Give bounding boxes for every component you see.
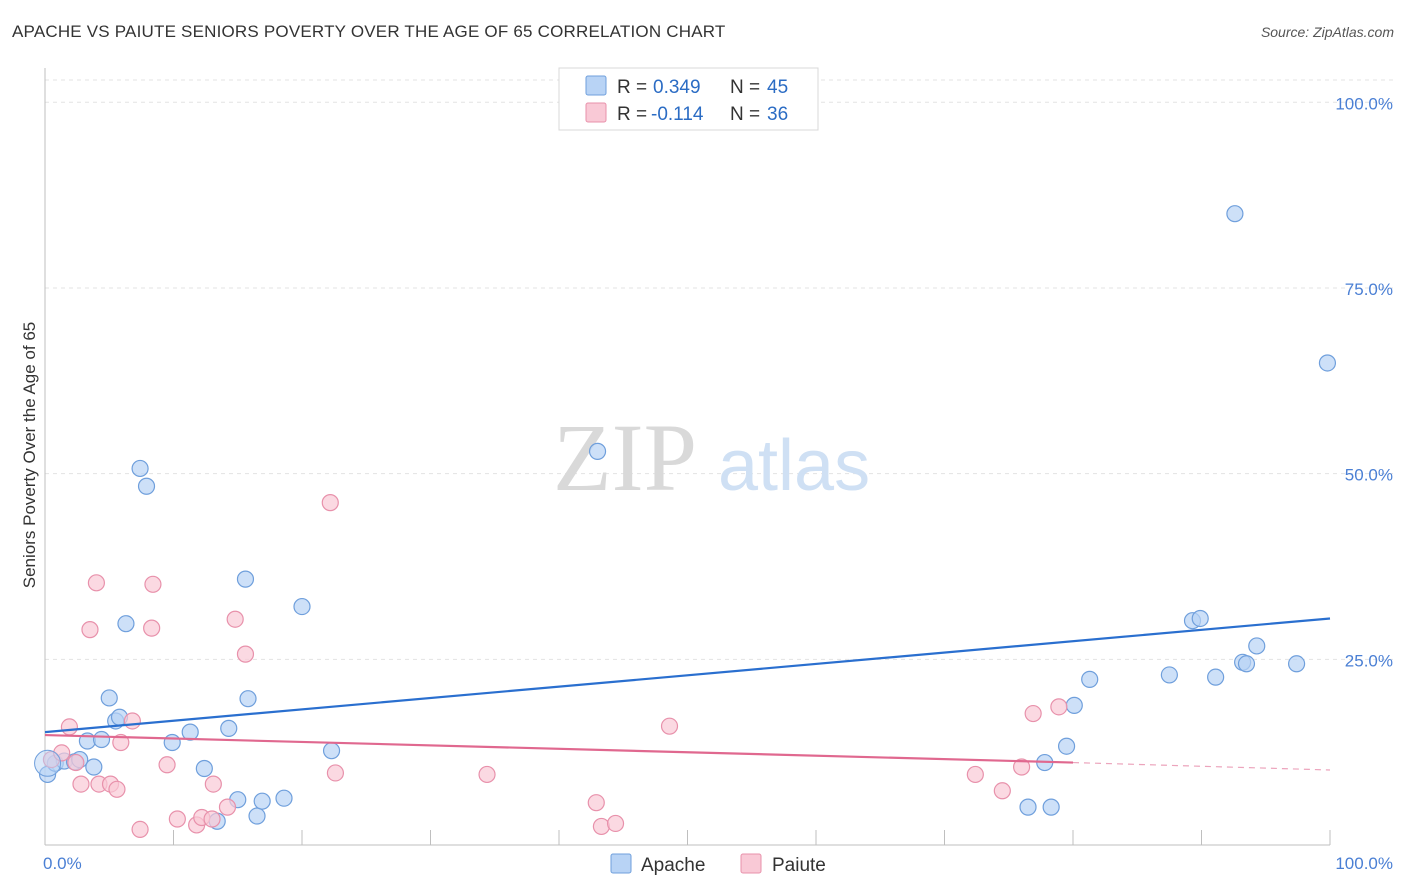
paiute-point-21 <box>218 798 237 816</box>
legend-n-value-apache: 45 <box>767 77 788 98</box>
paiute-point-31 <box>966 765 984 784</box>
legend-r-value-paiute: -0.114 <box>651 104 704 125</box>
watermark-atlas: atlas <box>718 426 870 506</box>
trend-layer <box>44 617 1331 771</box>
legend-swatch-paiute <box>585 102 607 123</box>
apache-point-13 <box>137 477 156 495</box>
apache-trend-line <box>44 617 1331 734</box>
apache-point-8 <box>100 689 118 707</box>
paiute-point-27 <box>660 717 679 735</box>
legend-n-value-paiute: 36 <box>767 104 788 125</box>
apache-point-21 <box>239 690 257 708</box>
paiute-point-13 <box>144 575 162 593</box>
paiute-point-23 <box>236 645 255 663</box>
paiute-point-12 <box>131 820 149 839</box>
paiute-point-32 <box>993 782 1011 800</box>
apache-point-27 <box>588 442 607 460</box>
paiute-point-5 <box>81 621 99 639</box>
chart-source: Source: ZipAtlas.com <box>1260 24 1394 40</box>
y-axis-title: Seniors Poverty Over the Age of 65 <box>20 322 39 588</box>
apache-point-30 <box>1160 666 1178 684</box>
apache-point-28 <box>1081 670 1099 688</box>
y-tick-label-1: 50.0% <box>1345 466 1393 485</box>
chart-title: APACHE VS PAIUTE SENIORS POVERTY OVER TH… <box>12 22 726 41</box>
watermark-zip: ZIP <box>553 404 697 511</box>
apache-point-23 <box>253 792 271 810</box>
apache-point-7 <box>92 730 111 749</box>
watermark: ZIP atlas <box>553 404 870 511</box>
apache-point-24 <box>275 789 293 807</box>
apache-point-32 <box>1191 609 1209 628</box>
bottom-legend-label-apache: Apache <box>641 855 705 876</box>
paiute-trend-extension <box>1072 761 1331 771</box>
y-tick-label-3: 100.0% <box>1335 94 1393 113</box>
axis-layer: 25.0% 50.0% 75.0% 100.0% 0.0% 100.0% <box>43 68 1393 873</box>
paiute-point-4 <box>72 775 90 793</box>
paiute-point-6 <box>87 574 106 592</box>
bottom-legend-swatch-paiute <box>740 853 762 874</box>
paiute-point-24 <box>326 764 345 782</box>
bottom-legend: Apache Paiute <box>610 853 826 876</box>
paiute-point-30 <box>606 814 625 833</box>
apache-point-20 <box>236 570 255 588</box>
legend-n-label-paiute: N = <box>730 104 760 125</box>
apache-point-38 <box>1019 798 1037 816</box>
y-tick-label-2: 75.0% <box>1345 280 1393 299</box>
paiute-point-20 <box>204 775 222 793</box>
legend-swatch-apache <box>585 75 607 96</box>
legend-r-value-apache: 0.349 <box>653 77 701 98</box>
apache-point-29 <box>1065 696 1083 714</box>
apache-point-12 <box>131 459 149 478</box>
apache-point-43 <box>1318 354 1337 372</box>
paiute-point-25 <box>321 494 339 512</box>
apache-point-6 <box>85 758 103 776</box>
apache-point-41 <box>1057 737 1076 755</box>
paiute-point-9 <box>108 780 126 798</box>
apache-point-35 <box>1237 655 1256 673</box>
apache-point-36 <box>1248 637 1266 655</box>
x-tick-label-0: 0.0% <box>43 854 82 873</box>
paiute-point-11 <box>123 712 141 730</box>
legend-r-label-apache: R = <box>617 77 647 98</box>
paiute-point-10 <box>112 733 130 752</box>
legend-n-label-apache: N = <box>730 77 760 98</box>
paiute-point-28 <box>587 794 605 812</box>
apache-point-39 <box>1042 798 1060 816</box>
paiute-point-19 <box>203 810 221 828</box>
y-tick-label-0: 25.0% <box>1345 651 1393 670</box>
paiute-point-15 <box>158 756 176 774</box>
bottom-legend-label-paiute: Paiute <box>772 855 826 876</box>
apache-point-11 <box>117 615 135 633</box>
x-tick-label-1: 100.0% <box>1335 854 1393 873</box>
apache-point-16 <box>195 759 213 778</box>
paiute-point-16 <box>168 810 186 828</box>
apache-point-25 <box>293 597 311 616</box>
paiute-point-34 <box>1024 704 1042 723</box>
legend-r-label-paiute: R = <box>617 104 647 125</box>
points-layer <box>34 205 1337 839</box>
apache-point-15 <box>181 723 199 741</box>
apache-point-42 <box>1226 205 1244 223</box>
apache-point-22 <box>248 807 266 825</box>
apache-point-26 <box>322 742 341 760</box>
paiute-point-2 <box>60 718 79 736</box>
paiute-point-26 <box>478 765 496 784</box>
apache-point-14 <box>163 733 181 752</box>
apache-point-33 <box>1207 668 1225 686</box>
paiute-point-3 <box>67 753 85 772</box>
apache-point-cluster <box>34 749 62 777</box>
paiute-point-22 <box>226 610 244 628</box>
bottom-legend-swatch-apache <box>610 853 632 874</box>
apache-point-18 <box>220 719 238 737</box>
paiute-point-35 <box>1050 698 1068 716</box>
paiute-point-33 <box>1012 758 1031 776</box>
paiute-point-14 <box>143 619 161 637</box>
apache-point-37 <box>1287 655 1306 673</box>
paiute-point-29 <box>592 817 611 836</box>
paiute-trend-line <box>44 733 1074 764</box>
legend: R = 0.349 N = 45 R = -0.114 N = 36 <box>558 67 819 131</box>
